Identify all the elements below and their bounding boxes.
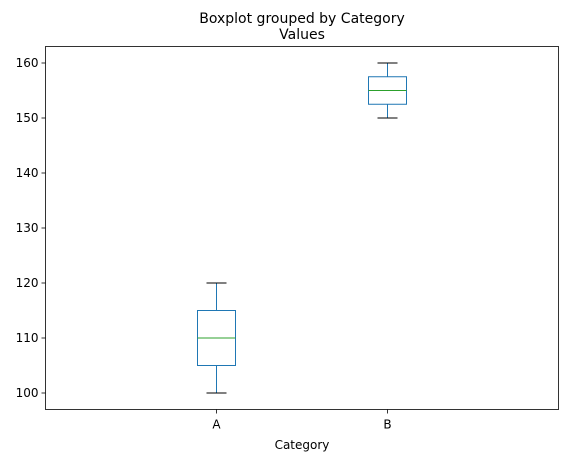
y-tick-label: 130 [16,221,39,235]
y-tick-label: 160 [16,56,39,70]
x-tick-label: A [212,418,221,432]
y-tick-label: 100 [16,386,39,400]
y-tick-label: 140 [16,166,39,180]
y-tick-label: 110 [16,331,39,345]
y-tick-label: 120 [16,276,39,290]
x-axis-label: Category [275,438,330,452]
x-tick-label: B [383,418,391,432]
chart-title: Values [279,27,325,43]
y-tick-label: 150 [16,111,39,125]
axes-frame [45,46,559,410]
plot-area: 100 110 120 130 140 150 160 A B [16,46,559,432]
chart-suptitle: Boxplot grouped by Category [199,11,405,27]
